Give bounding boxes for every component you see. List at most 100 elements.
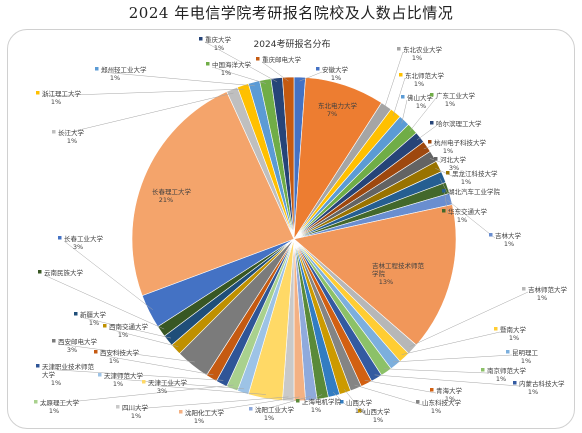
slice-label-percent: 1% (414, 80, 424, 88)
leader-line (416, 125, 437, 141)
slice-label-swatch (249, 407, 253, 411)
leader-line (121, 396, 289, 411)
slice-label-name: 吉林工程技术师范 (372, 261, 425, 270)
slice-label-percent: 1% (445, 100, 455, 108)
leader-line (374, 374, 520, 387)
slice-label-swatch (489, 233, 493, 237)
slice-label-percent: 1% (461, 178, 471, 186)
slice-label-name: 广东工业大学 (436, 91, 476, 100)
label-group: 安徽大学1%东北电力大学7%东北农业大学1%东北师范大学1%佛山大学1%广东工业… (34, 35, 568, 425)
leader-line (409, 97, 437, 132)
slice-label-name: 吉林大学 (495, 231, 522, 240)
slice-label-name: 郑州轻工业大学 (101, 65, 147, 74)
leader-line (401, 331, 501, 355)
slice-label-name: 天津职业技术师范 (42, 362, 95, 371)
leader-line (383, 51, 404, 110)
slice-label-percent: 1% (311, 406, 321, 414)
slice-label-name: 四川大学 (122, 403, 149, 412)
leader-line (435, 168, 453, 177)
slice-label-percent: 1% (509, 334, 519, 342)
slice-label-percent: 3% (157, 387, 167, 395)
leader-line (261, 61, 289, 82)
slice-label-percent: 1% (221, 69, 231, 77)
slice-label-swatch (36, 364, 40, 368)
slice-label: 湖北汽车工业学院 (442, 187, 501, 196)
leader-line (439, 178, 449, 195)
leader-line (43, 274, 165, 330)
slice-label-name: 黑龙江科技大学 (452, 169, 498, 178)
chart-title: 2024考研报名分布 (254, 38, 331, 50)
slice-label-name: 重庆邮电大学 (262, 55, 302, 64)
slice-label-swatch (312, 103, 316, 107)
slice-label-name: 昆明理工 (512, 349, 539, 357)
slice-label-swatch (199, 37, 203, 41)
slice-label-swatch (430, 121, 434, 125)
slice-label-name: 浙江理工大学 (42, 89, 82, 98)
slice-label-percent: 1% (521, 357, 531, 365)
slice-label-percent: 1% (109, 357, 119, 365)
slice-label-name: 哈尔滨理工大学 (436, 119, 482, 128)
slice-label-percent: 1% (331, 74, 341, 82)
leader-line (41, 368, 224, 381)
slice-label-percent: 1% (528, 388, 538, 396)
leader-line (384, 368, 488, 374)
slice-label-swatch (513, 381, 517, 385)
slice-label-name: 山西大学 (364, 407, 391, 416)
leader-line (79, 316, 172, 339)
slice-label-percent: 1% (49, 407, 59, 415)
slice-label-swatch (52, 339, 56, 343)
slice-label-percent: 1% (431, 407, 441, 415)
slice-label-swatch (34, 400, 38, 404)
slice-label-swatch (481, 368, 485, 372)
slice-label-percent: 1% (131, 412, 141, 420)
slice-label-percent: 1% (214, 44, 224, 52)
leader-line (423, 144, 435, 150)
leader-line (299, 71, 323, 82)
slice-label-percent: 3% (449, 164, 459, 172)
slice-label-swatch (296, 399, 300, 403)
leader-line (204, 41, 278, 83)
slice-label-swatch (399, 73, 403, 77)
slice-label-name: 暨南大学 (500, 325, 527, 334)
slice-label-name: 东北电力大学 (318, 101, 358, 110)
slice-label-percent: 1% (537, 294, 547, 302)
leader-line (364, 380, 437, 394)
leader-line (332, 391, 347, 406)
slice-label-name: 沈阳工业大学 (255, 405, 295, 414)
leader-line (401, 99, 408, 124)
slice-label-swatch (401, 95, 405, 99)
slice-label-swatch (206, 62, 210, 66)
leader-line (39, 384, 234, 406)
slice-label: 重庆邮电大学 (256, 55, 302, 64)
leader-line (99, 354, 214, 376)
pie-slice (282, 76, 295, 240)
slice-label-name: 长春工业大学 (64, 234, 104, 243)
slice-label-swatch (95, 67, 99, 71)
slice-label-percent: 3% (67, 346, 77, 354)
slice-label-name: 湖北汽车工业学院 (448, 187, 501, 196)
leader-line (254, 395, 311, 413)
leader-line (57, 343, 195, 363)
leader-line (392, 77, 406, 117)
slice-label-swatch (366, 263, 370, 267)
slice-label-percent: 1% (412, 54, 422, 62)
slice-label-percent: 1% (445, 395, 455, 403)
slice-label-swatch (446, 171, 450, 175)
leader-line (409, 291, 529, 347)
